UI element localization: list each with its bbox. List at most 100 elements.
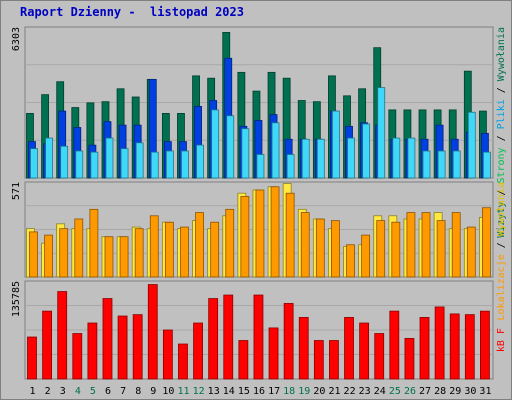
- bar-locations-day-19: [300, 212, 310, 278]
- bar-files-day-24: [377, 87, 386, 179]
- bar-files-day-12: [196, 144, 204, 179]
- legend-bottom: kB F: [496, 328, 507, 352]
- legend-top-separator: /: [496, 81, 507, 99]
- x-tick-day-19: 19: [298, 386, 310, 397]
- bar-locations-day-15: [240, 196, 250, 278]
- bar-files-day-1: [30, 148, 38, 179]
- bar-kbf-day-18: [283, 303, 294, 380]
- bar-locations-day-25: [391, 221, 401, 278]
- x-tick-day-24: 24: [374, 386, 386, 397]
- bar-kbf-day-7: [117, 315, 128, 380]
- bar-kbf-day-19: [298, 317, 309, 380]
- bar-files-day-30: [467, 111, 476, 179]
- bar-kbf-day-8: [132, 314, 143, 380]
- x-tick-day-21: 21: [328, 386, 340, 397]
- bar-files-day-20: [316, 138, 325, 179]
- bar-kbf-day-4: [72, 333, 83, 380]
- bar-files-day-2: [45, 137, 53, 179]
- legend-top-item: Strony: [496, 147, 507, 183]
- bar-locations-day-31: [482, 207, 491, 278]
- bar-files-day-16: [256, 154, 265, 179]
- chart-title: Raport Dzienny - listopad 2023: [20, 5, 244, 19]
- legend-middle-separator: /: [496, 236, 507, 254]
- x-tick-day-11: 11: [177, 386, 189, 397]
- bar-locations-day-29: [451, 212, 461, 278]
- bar-files-day-6: [105, 137, 114, 179]
- x-tick-day-17: 17: [268, 386, 280, 397]
- x-tick-day-13: 13: [208, 386, 220, 397]
- x-tick-day-29: 29: [449, 386, 461, 397]
- bar-locations-day-13: [210, 221, 220, 278]
- bar-locations-day-30: [466, 226, 476, 278]
- bar-locations-day-12: [195, 212, 204, 278]
- bar-kbf-day-28: [434, 306, 445, 380]
- bar-kbf-day-29: [449, 313, 460, 380]
- bar-kbf-day-10: [162, 329, 173, 380]
- bar-kbf-day-26: [404, 338, 415, 380]
- bar-files-day-29: [452, 150, 461, 179]
- bar-kbf-day-17: [268, 327, 279, 380]
- legend-top-item: Wywołania: [496, 27, 507, 81]
- x-tick-day-15: 15: [238, 386, 250, 397]
- x-tick-day-5: 5: [90, 386, 96, 397]
- bar-files-day-14: [226, 115, 235, 179]
- bar-files-day-31: [483, 151, 491, 179]
- bar-locations-day-11: [180, 226, 189, 278]
- bar-kbf-day-27: [419, 317, 430, 380]
- x-tick-day-2: 2: [45, 386, 51, 397]
- x-tick-day-20: 20: [313, 386, 325, 397]
- bar-locations-day-20: [315, 218, 325, 278]
- legend-middle-item: Lokalizacje: [496, 254, 507, 320]
- bar-files-day-11: [181, 150, 189, 179]
- legend-middle-item: Wywołania: [496, 182, 507, 236]
- bar-kbf-day-31: [480, 310, 490, 380]
- bar-kbf-day-21: [329, 340, 339, 380]
- bar-kbf-day-1: [27, 336, 37, 380]
- bar-files-day-26: [407, 137, 416, 179]
- bar-files-day-5: [90, 151, 99, 179]
- bar-files-day-9: [150, 151, 159, 179]
- bar-locations-day-27: [421, 212, 431, 278]
- bar-files-day-7: [120, 148, 129, 179]
- bar-locations-day-5: [89, 208, 99, 278]
- x-tick-day-12: 12: [193, 386, 205, 397]
- bar-files-day-25: [392, 137, 401, 179]
- x-tick-day-7: 7: [120, 386, 126, 397]
- legend-bottom-item: kB F: [496, 328, 507, 352]
- bar-files-day-17: [271, 122, 280, 179]
- bar-locations-day-7: [119, 236, 129, 278]
- bar-locations-day-8: [134, 228, 144, 278]
- bar-locations-day-18: [285, 192, 295, 278]
- bar-files-day-18: [286, 154, 295, 179]
- bar-kbf-day-20: [313, 340, 324, 380]
- bar-files-day-27: [422, 150, 431, 179]
- bar-kbf-day-12: [193, 322, 203, 380]
- x-tick-day-28: 28: [434, 386, 446, 397]
- bar-locations-day-10: [164, 221, 174, 278]
- ymax-label-top: 6303: [11, 27, 22, 51]
- bar-locations-day-16: [255, 189, 265, 278]
- ymax-label-middle: 571: [11, 182, 22, 200]
- bar-kbf-day-11: [178, 343, 188, 380]
- bar-kbf-day-14: [223, 294, 234, 380]
- bar-locations-day-9: [149, 215, 159, 278]
- x-tick-day-6: 6: [105, 386, 111, 397]
- bar-locations-day-22: [346, 244, 355, 278]
- bar-locations-day-14: [225, 208, 235, 278]
- bar-kbf-day-24: [374, 333, 385, 380]
- x-tick-day-9: 9: [150, 386, 156, 397]
- bar-locations-day-6: [104, 236, 114, 278]
- bar-kbf-day-16: [253, 294, 264, 380]
- x-tick-day-16: 16: [253, 386, 265, 397]
- bar-locations-day-28: [436, 220, 446, 278]
- legend-top-separator: /: [496, 184, 507, 202]
- bar-files-day-22: [347, 137, 355, 179]
- bar-files-day-21: [332, 110, 340, 179]
- bar-files-day-3: [60, 145, 69, 179]
- bar-files-day-23: [362, 123, 371, 179]
- bar-locations-day-26: [406, 212, 416, 278]
- bar-kbf-day-25: [389, 310, 400, 380]
- legend-middle: Lokalizacje / Wywołania: [496, 182, 507, 320]
